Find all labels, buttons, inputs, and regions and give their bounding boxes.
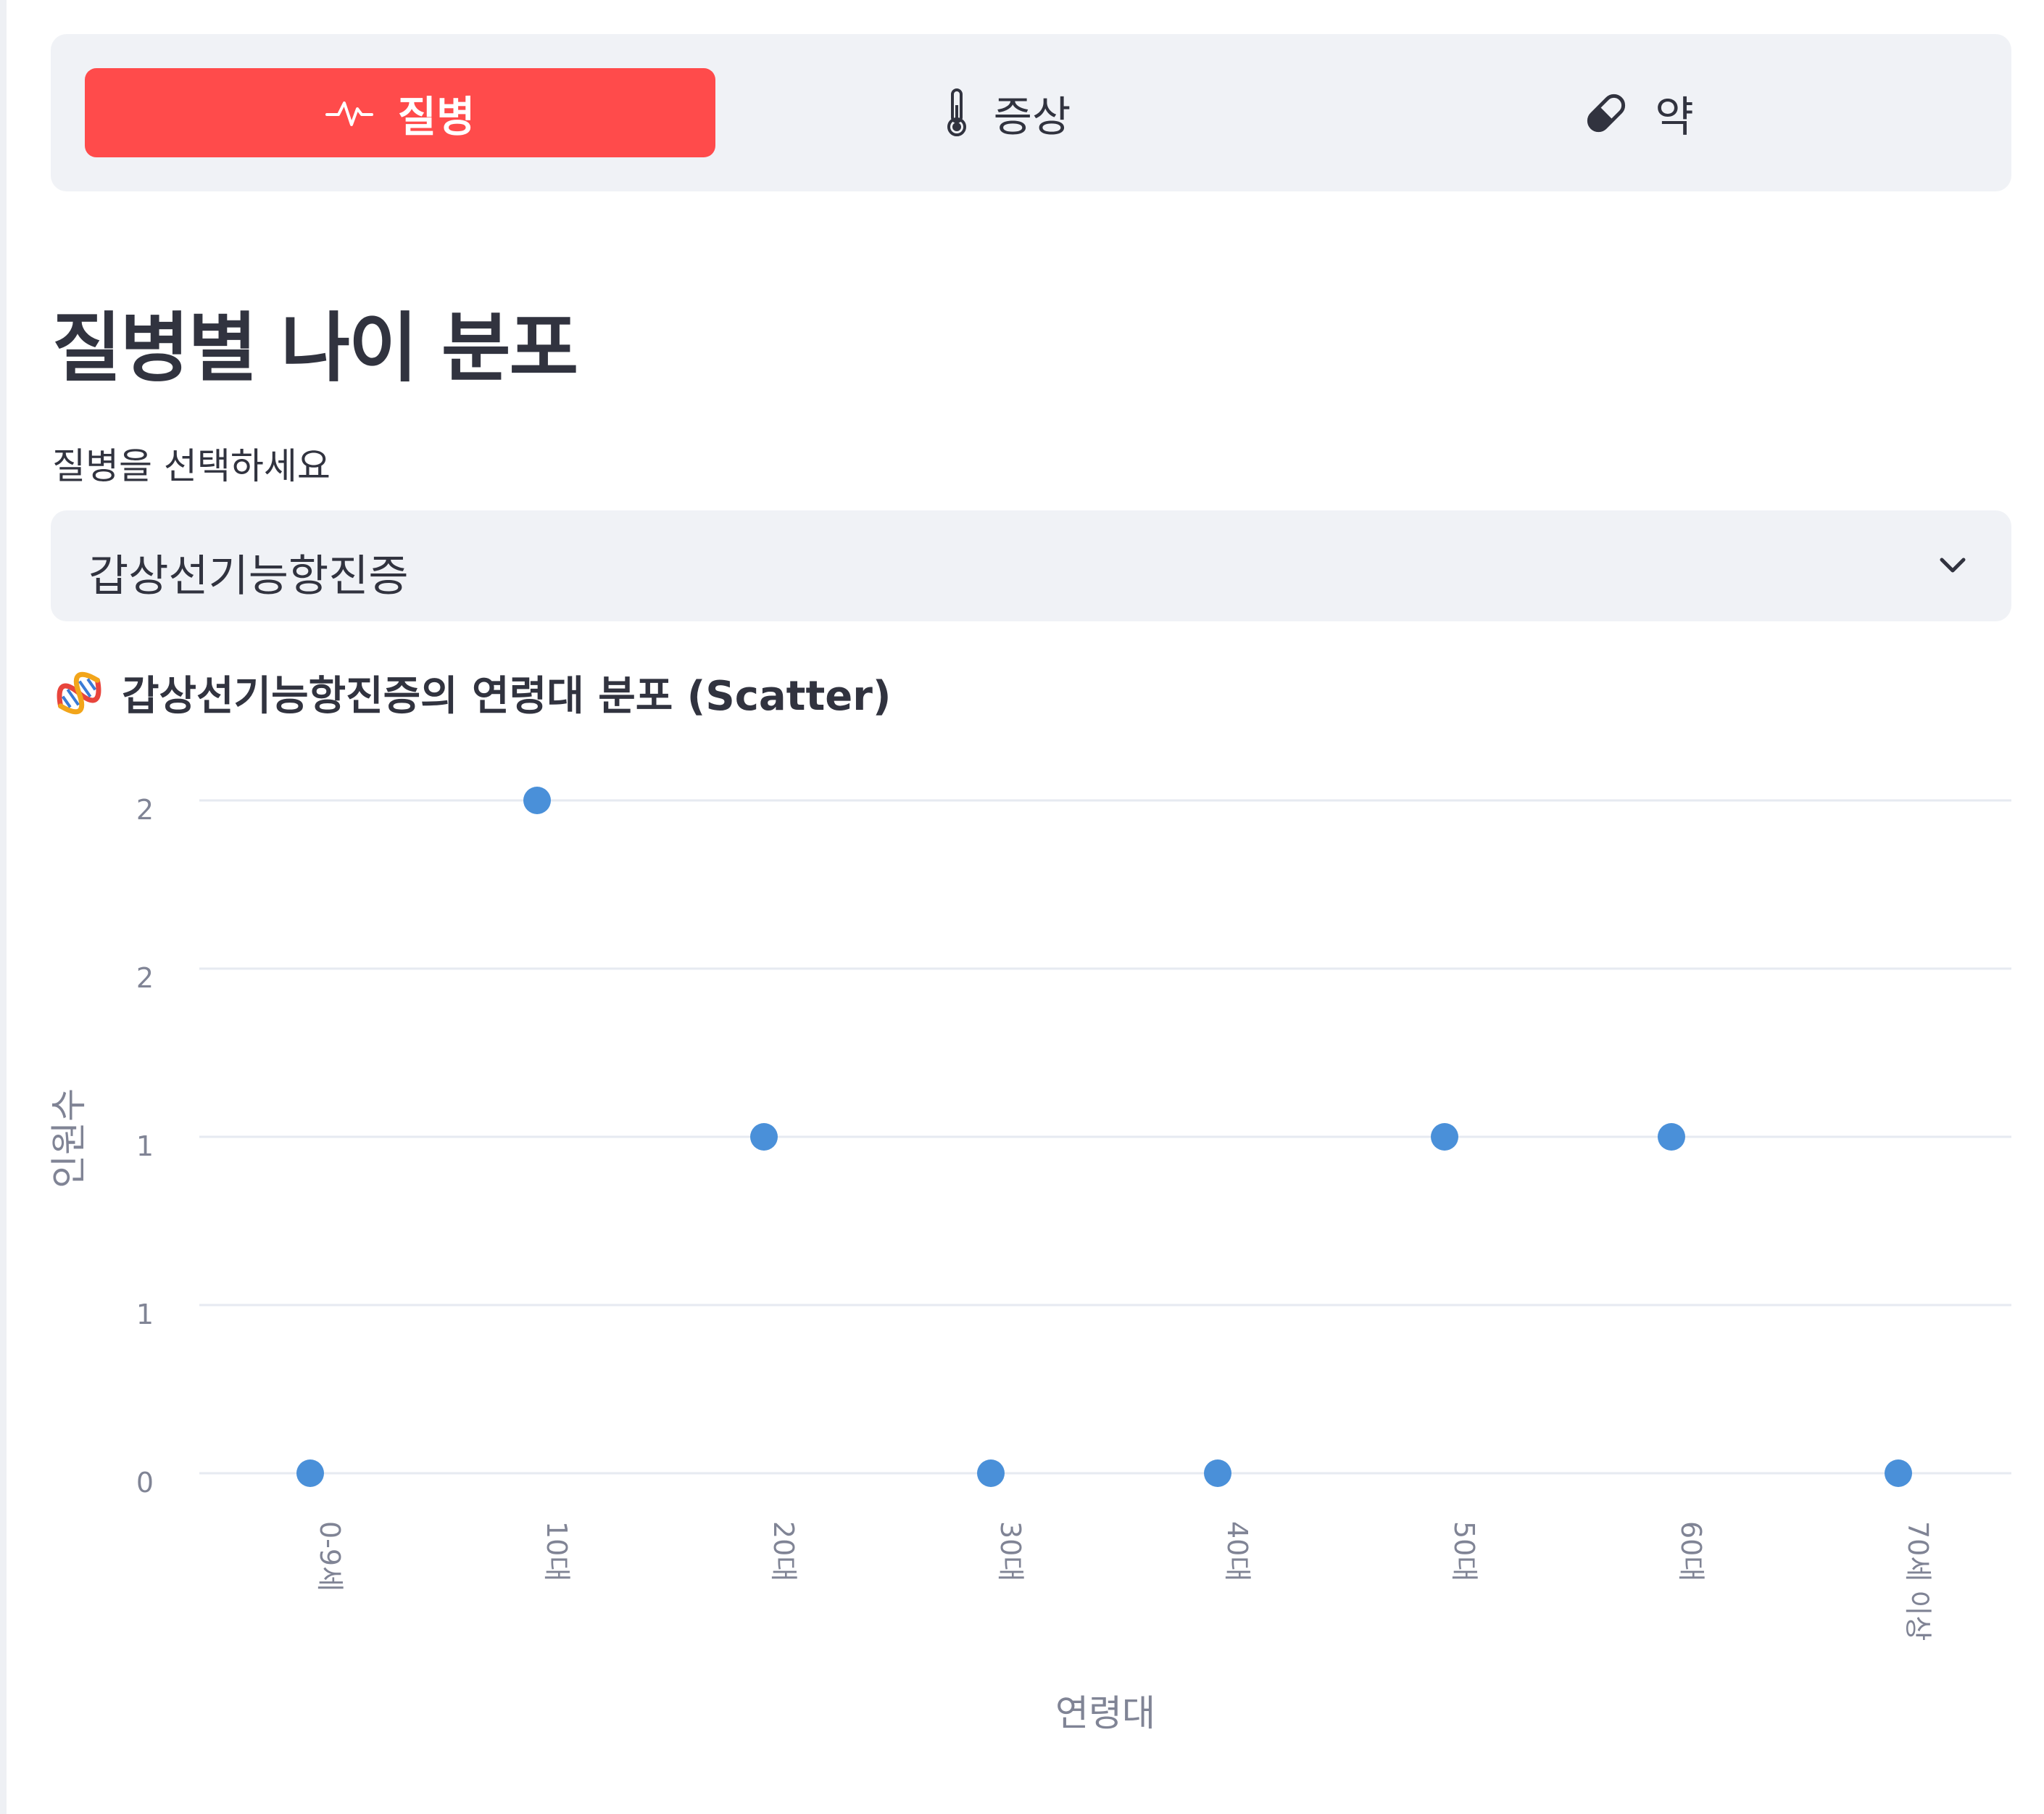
tab-symptom[interactable]: 증상 [783,68,1232,157]
y-tick-label: 2 [136,794,154,826]
x-tick-label: 0-9세 [314,1521,346,1591]
x-tick-label: 70세 이상 [1902,1521,1934,1641]
x-tick-label: 30대 [994,1521,1026,1581]
y-axis-title: 인원수 [48,1088,90,1188]
x-tick-label: 50대 [1448,1521,1480,1581]
x-tick-label: 10대 [541,1521,573,1581]
disease-select[interactable]: 갑상선기능항진증 [51,510,2011,621]
disease-select-value: 갑상선기능항진증 [88,551,409,602]
chart-title: 갑상선기능항진증의 연령대 분포 (Scatter) [52,663,891,722]
chart-title-text: 갑상선기능항진증의 연령대 분포 (Scatter) [122,673,892,720]
dna-icon [52,666,106,720]
scatter-point[interactable] [1658,1123,1685,1151]
x-tick-label: 60대 [1675,1521,1707,1581]
scatter-point[interactable] [1204,1459,1231,1487]
thermometer-icon [944,88,969,138]
x-tick-label: 20대 [768,1521,799,1581]
scatter-point[interactable] [977,1459,1005,1487]
y-tick-label: 1 [136,1130,154,1162]
tab-label: 질병 [397,91,475,141]
tab-disease[interactable]: 질병 [85,68,715,157]
heartbeat-icon [325,99,373,128]
scatter-point[interactable] [523,787,551,814]
scatter-point[interactable] [296,1459,324,1487]
y-tick-label: 1 [136,1299,154,1330]
disease-select-label: 질병을 선택하세요 [52,445,331,487]
x-axis-title: 연령대 [1055,1692,1155,1734]
scatter-point[interactable] [1431,1123,1458,1151]
y-tick-label: 0 [136,1467,154,1499]
tab-label: 증상 [993,91,1071,141]
page-title: 질병별 나이 분포 [52,304,578,392]
x-tick-label: 40대 [1221,1521,1253,1581]
tab-medicine[interactable]: 약 [1413,68,1863,157]
tab-label: 약 [1655,91,1694,141]
left-edge [0,0,7,1814]
scatter-point[interactable] [750,1123,778,1151]
chevron-down-icon [1936,548,1969,584]
pill-icon [1582,89,1630,137]
y-tick-label: 2 [136,962,154,994]
tab-bar: 질병 증상 약 [51,34,2011,191]
scatter-point[interactable] [1885,1459,1912,1487]
